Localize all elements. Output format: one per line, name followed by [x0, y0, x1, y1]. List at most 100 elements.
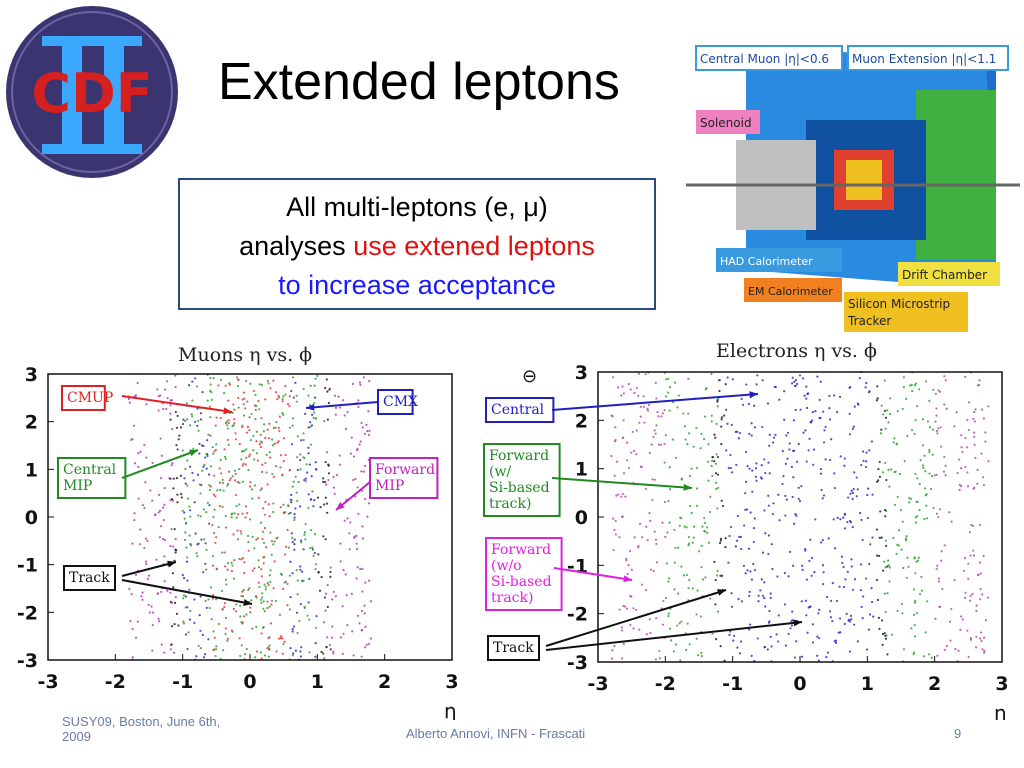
data-point-cmx — [311, 413, 314, 416]
data-point-cmup — [234, 438, 238, 441]
data-point-cmx — [194, 377, 197, 380]
data-point-cmx — [184, 633, 188, 636]
data-point-forward-w-si-based-track- — [915, 500, 918, 503]
data-point-central — [725, 449, 728, 452]
data-point-cmx — [198, 452, 201, 455]
data-point-forward-w-o-si-based-track- — [940, 550, 943, 553]
data-point-central — [801, 377, 805, 380]
data-point-cmup — [279, 454, 283, 457]
data-point-central — [768, 609, 771, 613]
data-point-forward-w-o-si-based-track- — [937, 577, 941, 580]
data-point-forward-mip — [151, 461, 154, 465]
data-point-central — [734, 430, 737, 434]
data-point-track — [169, 600, 172, 604]
data-point-central — [800, 485, 803, 488]
central-label-text: Central — [491, 402, 545, 418]
data-point-forward-w-si-based-track- — [676, 624, 679, 627]
data-point-central — [818, 416, 821, 420]
data-point-central — [730, 471, 734, 474]
data-point-track — [322, 480, 325, 483]
data-point-forward-w-o-si-based-track- — [657, 415, 660, 418]
data-point-central-mip — [226, 482, 230, 486]
data-point-central — [801, 564, 804, 567]
data-point-central-mip — [306, 614, 309, 617]
data-point-forward-w-si-based-track- — [908, 496, 911, 500]
data-point-central — [851, 427, 854, 430]
data-point-forward-w-si-based-track- — [893, 437, 896, 440]
data-point-cmup — [281, 400, 284, 403]
data-point-forward-w-o-si-based-track- — [620, 626, 623, 629]
data-point-forward-mip — [332, 650, 335, 653]
data-point-central — [837, 631, 840, 634]
data-point-track — [880, 428, 883, 431]
data-point-forward-w-si-based-track- — [923, 454, 926, 457]
data-point-central — [740, 600, 743, 603]
data-point-central-mip — [304, 480, 307, 483]
data-point-cmx — [188, 465, 192, 468]
data-point-central-mip — [205, 568, 208, 571]
data-point-forward-w-si-based-track- — [910, 428, 914, 432]
data-point-central-mip — [186, 459, 189, 462]
data-point-forward-mip — [363, 464, 367, 468]
data-point-central-mip — [209, 377, 212, 380]
data-point-forward-mip — [360, 421, 363, 425]
data-point-track — [177, 438, 180, 441]
data-point-forward-w-si-based-track- — [671, 438, 675, 441]
data-point-forward-w-si-based-track- — [667, 612, 670, 615]
data-point-forward-w-o-si-based-track- — [943, 648, 946, 651]
data-point-cmup — [233, 422, 236, 425]
data-point-forward-w-si-based-track- — [889, 412, 892, 415]
data-point-forward-mip — [361, 590, 364, 593]
data-point-cmup — [264, 398, 267, 401]
data-point-track — [883, 409, 886, 412]
data-point-forward-w-si-based-track- — [677, 592, 680, 595]
data-point-central-mip — [186, 484, 189, 487]
data-point-central — [787, 632, 790, 636]
data-point-central — [814, 518, 817, 521]
data-point-forward-w-si-based-track- — [699, 447, 702, 450]
data-point-forward-w-si-based-track- — [682, 574, 686, 577]
data-point-central-mip — [196, 555, 199, 558]
data-point-forward-w-si-based-track- — [887, 559, 890, 562]
data-point-central-mip — [313, 533, 317, 536]
data-point-forward-w-o-si-based-track- — [654, 538, 658, 541]
data-point-central — [735, 463, 738, 467]
data-point-cmx — [200, 538, 203, 541]
data-point-cmx — [300, 646, 303, 649]
data-point-central — [745, 383, 748, 386]
data-point-central — [764, 471, 767, 475]
data-point-cmup — [248, 416, 251, 419]
data-point-forward-w-o-si-based-track- — [973, 443, 976, 446]
data-point-forward-w-o-si-based-track- — [934, 420, 937, 423]
data-point-central-mip — [259, 651, 262, 654]
data-point-cmup — [281, 652, 284, 655]
data-point-central-mip — [192, 447, 195, 450]
data-point-forward-mip — [331, 625, 334, 628]
data-point-central-mip — [217, 526, 220, 529]
data-point-forward-mip — [144, 537, 148, 540]
data-point-cmup — [232, 533, 235, 536]
data-point-forward-w-si-based-track- — [926, 600, 929, 603]
y-tick-label: -1 — [567, 555, 588, 577]
y-tick-label: 1 — [575, 459, 588, 481]
data-point-cmx — [290, 389, 293, 393]
data-point-forward-w-si-based-track- — [706, 526, 709, 529]
data-point-track — [718, 379, 721, 382]
data-point-central-mip — [296, 499, 299, 503]
data-point-forward-w-si-based-track- — [914, 572, 917, 575]
data-point-central — [798, 499, 802, 503]
data-point-forward-w-si-based-track- — [929, 487, 933, 491]
data-point-central — [783, 571, 786, 575]
data-point-track — [713, 460, 716, 463]
data-point-forward-mip — [151, 649, 154, 652]
data-point-forward-w-o-si-based-track- — [967, 577, 970, 580]
data-point-central-mip — [272, 502, 275, 505]
data-point-central — [757, 600, 760, 603]
data-point-cmup — [236, 480, 239, 484]
data-point-forward-w-o-si-based-track- — [651, 498, 654, 502]
x-tick-label: 1 — [311, 671, 324, 693]
data-point-track — [174, 410, 177, 414]
data-point-cmx — [293, 548, 296, 551]
data-point-forward-w-si-based-track- — [674, 643, 678, 646]
data-point-forward-w-si-based-track- — [703, 437, 706, 441]
